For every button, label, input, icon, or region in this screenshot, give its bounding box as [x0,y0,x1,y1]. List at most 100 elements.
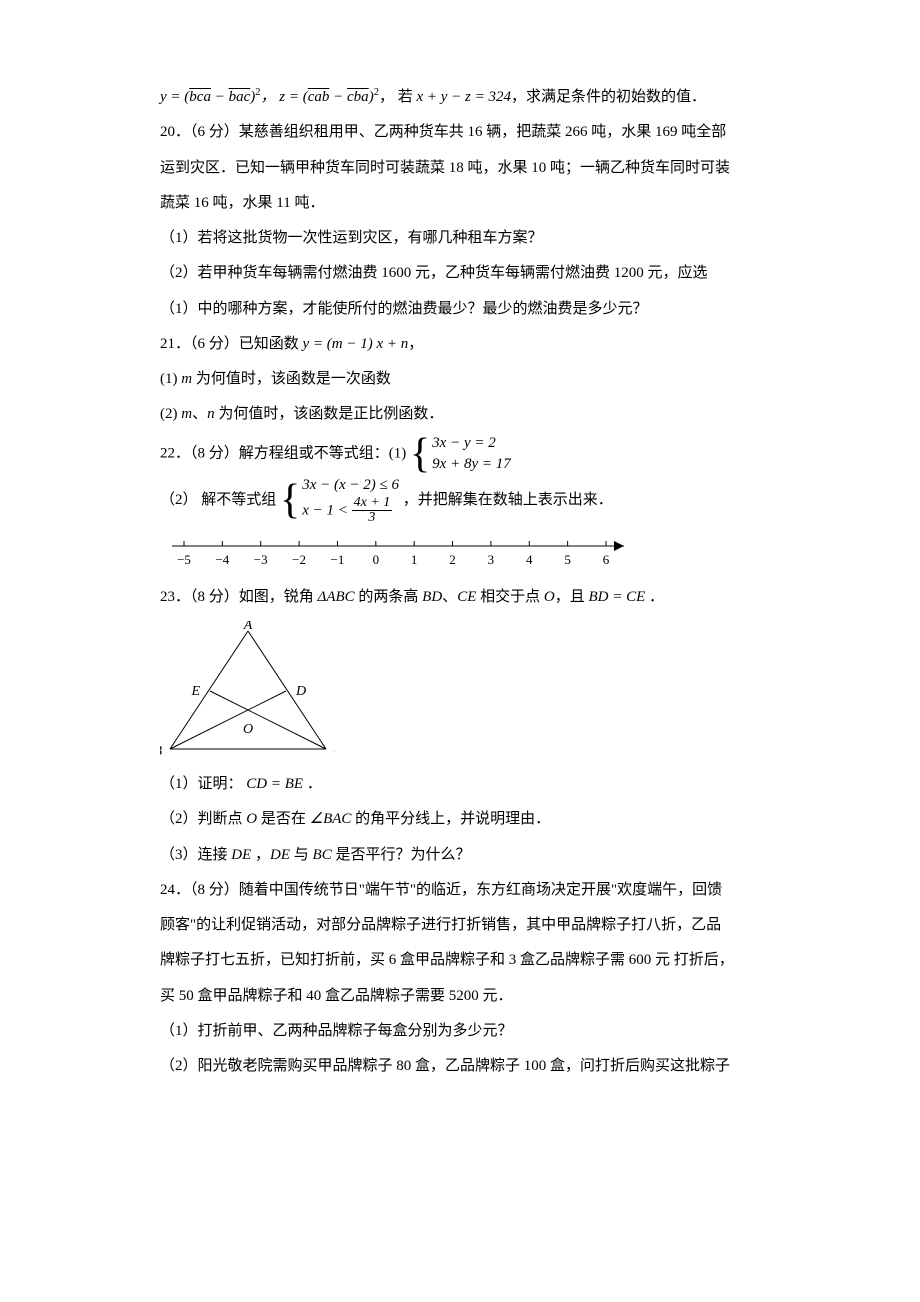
q19-z-lhs: ， z = ( [261,89,308,105]
q21-l3m2: n [207,406,215,422]
q23-p2a: （2）判断点 [160,811,246,827]
q23-p3de2: DE [270,847,290,863]
q22-l1: 22．（8 分）解方程组或不等式组：(1) { 3x − y = 2 9x + … [160,433,770,475]
q21-l3m1: m [181,406,192,422]
q23-p2b: 是否在 [257,811,310,827]
q19-y-lhs: y = ( [160,89,189,105]
q20-l1: 20．（6 分）某慈善组织租用甲、乙两种货车共 16 辆，把蔬菜 266 吨，水… [160,115,770,150]
svg-text:1: 1 [411,552,418,567]
q22-sys1b: 9x + 8y = 17 [432,454,511,475]
q23-p1a: （1）证明： [160,776,246,792]
q23-p3c: 与 [290,847,313,863]
q21-l2b: 为何值时，该函数是一次函数 [192,371,391,387]
q24-l1: 24．（8 分）随着中国传统节日"端午节"的临近，东方红商场决定开展"欢度端午，… [160,873,770,908]
q19-y-minus: − [211,89,229,105]
q21-l3sep: 、 [192,406,207,422]
q22-l2: （2） 解不等式组 { 3x − (x − 2) ≤ 6 x − 1 < 4x … [160,475,770,526]
q22-l2b: ，并把解集在数轴上表示出来． [403,492,613,508]
q19-y-t2: bac [229,89,251,105]
q23-p3a: （3）连接 [160,847,231,863]
q22-frac-den: 3 [366,511,377,526]
svg-text:A: A [243,621,253,633]
q22-frac-num: 4x + 1 [352,496,393,512]
q19-end: ，求满足条件的初始数的值． [511,89,706,105]
svg-text:−1: −1 [331,552,345,567]
q23-p3bc: BC [313,847,332,863]
q22-number-line: −5−4−3−2−10123456 [160,532,770,574]
q20-l3: 蔬菜 16 吨，水果 11 吨． [160,186,770,221]
q22-sys1a: 3x − y = 2 [432,433,511,454]
q21-l3b: 为何值时，该函数是正比例函数． [215,406,444,422]
q20-l2: 运到灾区．已知一辆甲种货车同时可装蔬菜 18 吨，水果 10 吨；一辆乙种货车同… [160,151,770,186]
q22-sys2a: 3x − (x − 2) ≤ 6 [302,475,399,496]
svg-text:B: B [160,744,162,759]
q23-p3de: DE [231,847,251,863]
brace-icon-2: { [280,479,300,521]
q23-figure: A B C D E O [160,621,770,761]
triangle-svg: A B C D E O [160,621,335,761]
svg-text:5: 5 [564,552,571,567]
svg-text:4: 4 [526,552,533,567]
q23-l1: 23．（8 分）如图，锐角 ΔABC 的两条高 BD、CE 相交于点 O，且 B… [160,580,770,615]
q23-l1d: 相交于点 [476,589,544,605]
q21-l3: (2) m、n 为何值时，该函数是正比例函数． [160,397,770,432]
q24-l5: （1）打折前甲、乙两种品牌粽子每盒分别为多少元？ [160,1014,770,1049]
svg-text:−4: −4 [215,552,229,567]
q20-l6: （1）中的哪种方案，才能使所付的燃油费最少？最少的燃油费是多少元？ [160,292,770,327]
svg-text:E: E [190,684,200,699]
svg-text:D: D [295,684,306,699]
q22-sys2: { 3x − (x − 2) ≤ 6 x − 1 < 4x + 1 3 [280,475,399,526]
q24-l2: 顾客"的让利促销活动，对部分品牌粽子进行打折销售，其中甲品牌粽子打八折，乙品 [160,908,770,943]
q19-if: ， 若 [379,89,417,105]
q19-y-t1: bca [189,89,211,105]
q23-l1b: 的两条高 [355,589,423,605]
q22-sys1: { 3x − y = 2 9x + 8y = 17 [410,433,511,475]
q23-p3: （3）连接 DE ，DE 与 BC 是否平行？为什么？ [160,838,770,873]
q19-cond: x + y − z = 324 [416,89,511,105]
q19-line: y = (bca − bac)2， z = (cab − cba)2， 若 x … [160,80,770,115]
q22-sys2b-lhs: x − 1 < [302,502,351,518]
svg-text:C: C [334,744,335,759]
svg-text:−3: −3 [254,552,268,567]
svg-text:3: 3 [488,552,495,567]
q23-l1a: 23．（8 分）如图，锐角 [160,589,318,605]
q21-l3a: (2) [160,406,181,422]
q23-l1c: 、 [442,589,457,605]
svg-text:O: O [243,722,253,737]
q23-l1e: ，且 [555,589,589,605]
svg-text:6: 6 [603,552,610,567]
q23-p1: （1）证明： CD = BE ． [160,767,770,802]
q23-tri: ΔABC [318,589,355,605]
q23-p1eq: CD = BE [246,776,303,792]
q19-z-t1: cab [308,89,330,105]
svg-text:2: 2 [449,552,456,567]
q22-head: 22．（8 分）解方程组或不等式组：(1) [160,445,406,461]
q20-l5: （2）若甲种货车每辆需付燃油费 1600 元，乙种货车每辆需付燃油费 1200 … [160,256,770,291]
q23-eq: BD = CE [588,589,645,605]
q23-p3b: ， [251,847,270,863]
q23-p3d: 是否平行？为什么？ [332,847,471,863]
svg-text:−5: −5 [177,552,191,567]
q23-p1b: ． [303,776,322,792]
q23-l1f: ． [645,589,664,605]
q21-l1: 21．（6 分）已知函数 y = (m − 1) x + n， [160,327,770,362]
q23-bd: BD [422,589,442,605]
q23-ce: CE [457,589,476,605]
number-line-svg: −5−4−3−2−10123456 [160,532,640,574]
q21-l2: (1) m 为何值时，该函数是一次函数 [160,362,770,397]
q24-l3: 牌粽子打七五折，已知打折前，买 6 盒甲品牌粽子和 3 盒乙品牌粽子需 600 … [160,943,770,978]
q19-z-t2: cba [347,89,369,105]
q19-z-minus: − [329,89,347,105]
q21-l1b: ， [408,336,423,352]
q24-l6: （2）阳光敬老院需购买甲品牌粽子 80 盒，乙品牌粽子 100 盒，问打折后购买… [160,1049,770,1084]
q22-frac: 4x + 1 3 [352,496,393,526]
q21-l1a: 21．（6 分）已知函数 [160,336,303,352]
q23-p2c: 的角平分线上，并说明理由． [351,811,550,827]
q23-p2o: O [246,811,257,827]
q23-p2ang: ∠BAC [310,811,352,827]
q23-o: O [544,589,555,605]
q21-fn: y = (m − 1) x + n [303,336,409,352]
brace-icon: { [410,433,430,475]
q21-l2m: m [181,371,192,387]
q23-p2: （2）判断点 O 是否在 ∠BAC 的角平分线上，并说明理由． [160,802,770,837]
